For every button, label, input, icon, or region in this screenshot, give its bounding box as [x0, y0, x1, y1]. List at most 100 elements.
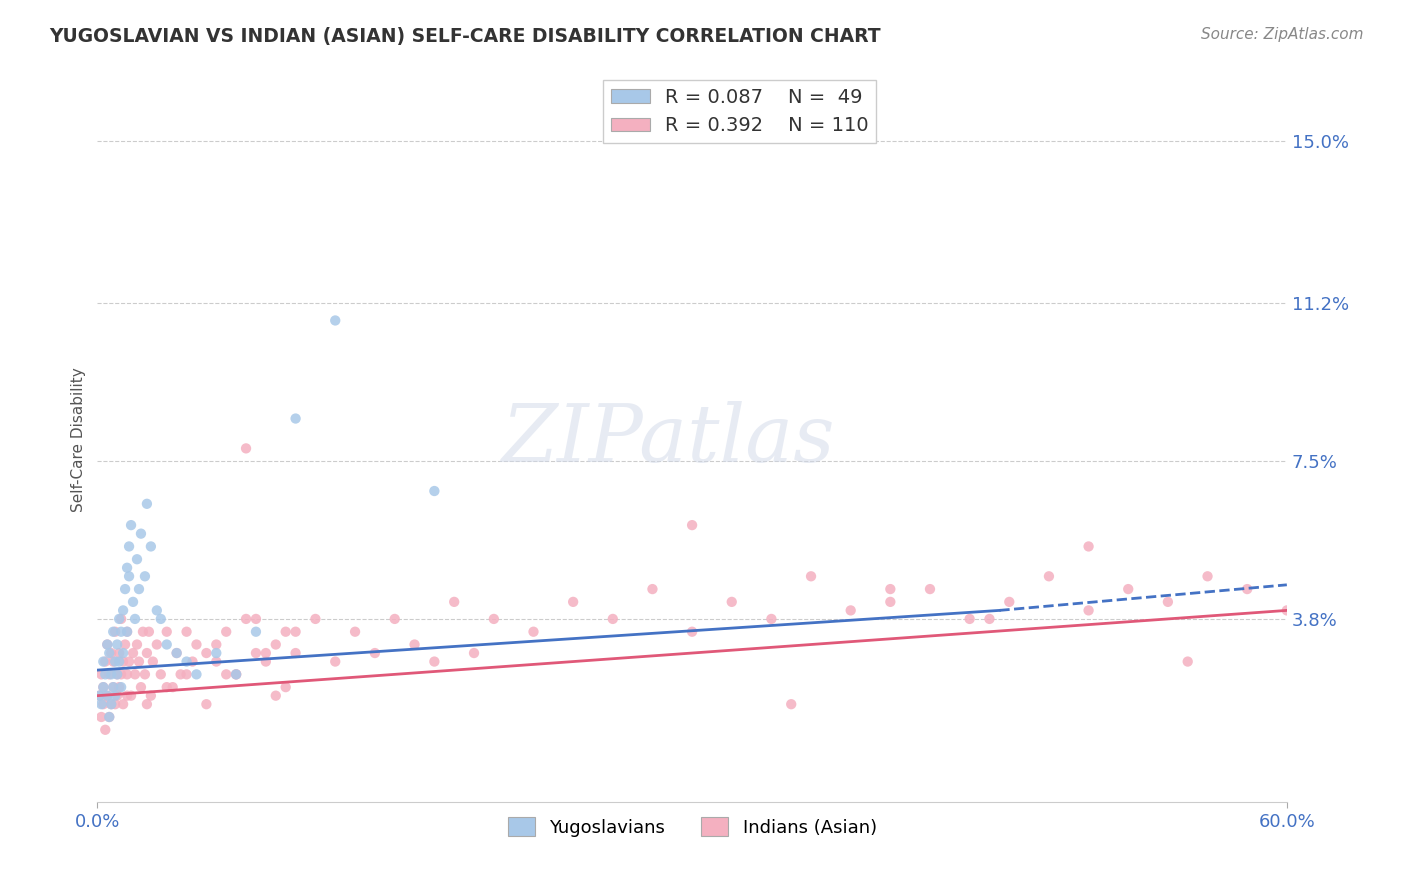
Point: [90, 667, 112, 681]
Point: [344, 624, 367, 639]
Point: [129, 680, 152, 694]
Point: [110, 624, 132, 639]
Point: [89, 689, 111, 703]
Point: [104, 689, 127, 703]
Point: [979, 612, 1001, 626]
Point: [112, 603, 135, 617]
Point: [112, 697, 135, 711]
Point: [108, 655, 131, 669]
Point: [522, 624, 544, 639]
Point: [134, 569, 156, 583]
Point: [215, 667, 238, 681]
Point: [681, 518, 703, 533]
Point: [166, 646, 188, 660]
Point: [404, 638, 426, 652]
Point: [96, 689, 118, 703]
Point: [176, 667, 198, 681]
Point: [94, 655, 117, 669]
Point: [423, 483, 446, 498]
Point: [89, 689, 111, 703]
Point: [839, 603, 862, 617]
Point: [128, 655, 150, 669]
Point: [225, 667, 247, 681]
Point: [105, 689, 128, 703]
Point: [186, 667, 208, 681]
Point: [254, 655, 277, 669]
Point: [91, 697, 114, 711]
Point: [129, 526, 152, 541]
Point: [118, 655, 141, 669]
Point: [998, 595, 1021, 609]
Point: [323, 313, 346, 327]
Point: [176, 624, 198, 639]
Point: [118, 540, 141, 554]
Point: [135, 497, 157, 511]
Point: [91, 680, 114, 694]
Point: [761, 612, 783, 626]
Point: [274, 624, 297, 639]
Point: [125, 552, 148, 566]
Point: [105, 667, 128, 681]
Point: [800, 569, 823, 583]
Point: [364, 646, 387, 660]
Point: [264, 638, 287, 652]
Point: [122, 595, 145, 609]
Point: [149, 667, 172, 681]
Text: YUGOSLAVIAN VS INDIAN (ASIAN) SELF-CARE DISABILITY CORRELATION CHART: YUGOSLAVIAN VS INDIAN (ASIAN) SELF-CARE …: [49, 27, 880, 45]
Point: [103, 655, 125, 669]
Point: [176, 655, 198, 669]
Point: [108, 646, 131, 660]
Point: [112, 655, 135, 669]
Point: [132, 624, 155, 639]
Point: [1177, 655, 1199, 669]
Point: [124, 667, 146, 681]
Point: [1116, 582, 1139, 596]
Point: [245, 646, 267, 660]
Point: [879, 582, 901, 596]
Point: [110, 667, 132, 681]
Point: [423, 655, 446, 669]
Point: [90, 710, 112, 724]
Point: [284, 624, 307, 639]
Point: [681, 624, 703, 639]
Point: [195, 646, 218, 660]
Point: [138, 624, 160, 639]
Point: [245, 624, 267, 639]
Point: [103, 680, 125, 694]
Point: [90, 697, 112, 711]
Point: [443, 595, 465, 609]
Point: [112, 646, 135, 660]
Point: [1197, 569, 1219, 583]
Point: [134, 667, 156, 681]
Point: [879, 595, 901, 609]
Point: [94, 667, 117, 681]
Legend: Yugoslavians, Indians (Asian): Yugoslavians, Indians (Asian): [501, 810, 884, 844]
Point: [562, 595, 585, 609]
Point: [100, 697, 122, 711]
Point: [225, 667, 247, 681]
Point: [104, 697, 127, 711]
Point: [918, 582, 941, 596]
Point: [304, 612, 326, 626]
Point: [124, 612, 146, 626]
Point: [1077, 603, 1099, 617]
Point: [122, 646, 145, 660]
Point: [139, 689, 162, 703]
Point: [142, 655, 165, 669]
Point: [135, 697, 157, 711]
Point: [1077, 540, 1099, 554]
Point: [100, 667, 122, 681]
Point: [1038, 569, 1060, 583]
Point: [156, 624, 179, 639]
Point: [1157, 595, 1180, 609]
Point: [96, 689, 118, 703]
Y-axis label: Self-Care Disability: Self-Care Disability: [72, 368, 86, 512]
Point: [149, 612, 172, 626]
Point: [91, 655, 114, 669]
Point: [225, 667, 247, 681]
Point: [110, 612, 132, 626]
Point: [215, 624, 238, 639]
Point: [186, 638, 208, 652]
Point: [105, 638, 128, 652]
Point: [128, 582, 150, 596]
